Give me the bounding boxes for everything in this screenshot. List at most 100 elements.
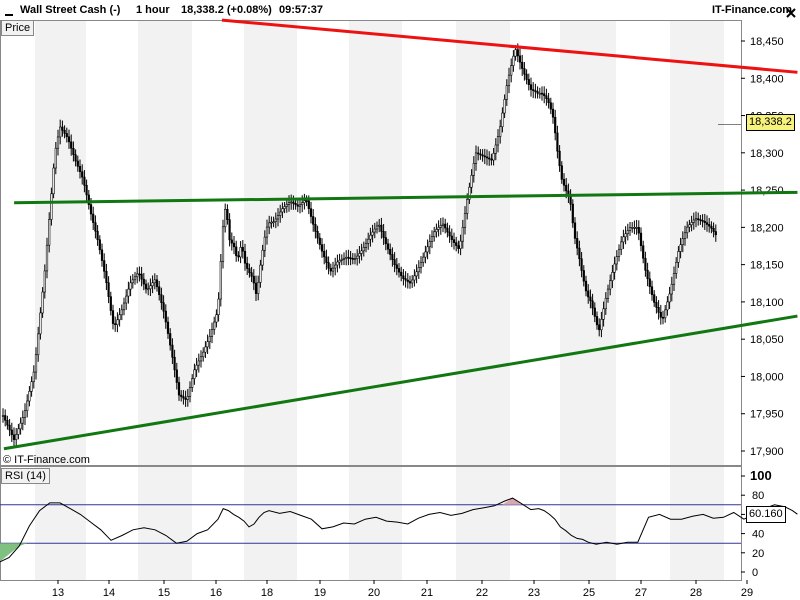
candle-body (620, 241, 623, 250)
candle-body (89, 204, 93, 215)
rsi-panel-label[interactable]: RSI (14) (1, 468, 50, 484)
candle-body (171, 344, 174, 358)
candle-body (380, 224, 383, 232)
candle-body (514, 49, 517, 57)
x-tick-label: 19 (314, 587, 326, 599)
candle-body (265, 226, 269, 238)
candle-body (239, 246, 242, 258)
candle-body (285, 204, 288, 207)
candle-body (404, 278, 407, 281)
support-trendline-upper[interactable] (14, 190, 798, 205)
candle-body (325, 256, 328, 263)
candle-body (281, 208, 284, 213)
candle-body (573, 222, 577, 239)
candle-body (556, 132, 559, 152)
candle-body (666, 301, 669, 311)
candle-body (17, 428, 20, 435)
rsi-y-tick-label: 20 (752, 548, 764, 560)
candle-body (122, 302, 126, 311)
candle-body (191, 378, 194, 388)
candle-body (226, 209, 229, 220)
candle-body (133, 276, 137, 281)
candle-body (637, 227, 640, 234)
candle-body (428, 241, 431, 248)
candle-body (470, 175, 473, 188)
candle-body (219, 261, 222, 300)
candle-body (525, 73, 528, 80)
candle-body (230, 239, 233, 244)
day-band (456, 20, 510, 465)
candle-body (424, 251, 427, 258)
candle-body (714, 231, 717, 236)
candle-body (81, 171, 84, 178)
price-panel-label[interactable]: Price (1, 20, 35, 36)
candle-body (393, 259, 396, 266)
candle-body (147, 288, 150, 291)
candle-body (496, 136, 500, 146)
candle-body (551, 108, 555, 118)
candle-body (287, 202, 291, 205)
candle-body (446, 227, 449, 233)
candle-body (70, 141, 73, 149)
y-tick-label: 18,100 (750, 297, 784, 309)
x-tick-label: 16 (210, 587, 222, 599)
candle-body (670, 283, 673, 295)
candle-body (386, 243, 390, 250)
candle-body (534, 90, 537, 92)
x-tick-label: 18 (261, 587, 273, 599)
candle-body (356, 255, 359, 260)
candle-body (254, 282, 258, 294)
y-tick-label: 17,900 (750, 446, 784, 458)
candle-body (450, 235, 453, 240)
rsi-oversold-zone (0, 543, 27, 569)
rsi-y-tick-label: 80 (752, 490, 764, 502)
rsi-overbought-zone (502, 498, 522, 505)
candle-body (107, 282, 110, 297)
support-trendline-lower[interactable] (3, 314, 798, 451)
candle-body (61, 126, 64, 131)
close-icon[interactable] (786, 5, 796, 18)
y-tick-label: 18,150 (750, 260, 784, 272)
candle-body (672, 273, 676, 285)
candle-body (177, 382, 181, 396)
candle-body (96, 230, 99, 241)
candle-body (686, 226, 689, 234)
day-band (560, 466, 616, 580)
candle-body (21, 417, 24, 424)
candle-body (576, 238, 579, 249)
day-band (560, 20, 616, 465)
candle-body (349, 257, 352, 260)
candle-body (160, 294, 163, 303)
candle-body (708, 224, 711, 227)
candle-body (204, 346, 207, 353)
candle-body (246, 262, 249, 269)
candle-body (479, 153, 482, 156)
candle-body (32, 371, 35, 383)
candle-body (250, 272, 253, 277)
candle-body (169, 333, 172, 346)
candle-body (213, 321, 216, 330)
candle-body (232, 242, 236, 248)
candle-body (180, 394, 183, 397)
candle-body (347, 256, 350, 259)
candle-body (43, 270, 46, 293)
candle-body (444, 223, 447, 229)
y-tick-label: 18,050 (750, 334, 784, 346)
candle-body (76, 160, 79, 167)
candle-body (589, 296, 592, 302)
instrument-name: Wall Street Cash (-) (20, 4, 121, 16)
minimize-icon[interactable] (4, 5, 14, 16)
candle-body (320, 244, 324, 252)
resistance-trendline[interactable] (221, 18, 798, 74)
candle-body (499, 126, 502, 137)
candle-body (63, 129, 66, 134)
candle-body (461, 226, 464, 242)
candle-body (477, 152, 480, 155)
candle-body (114, 323, 117, 326)
candle-body (562, 179, 566, 186)
candle-body (389, 248, 392, 255)
candle-body (270, 221, 273, 224)
candle-body (653, 294, 656, 303)
